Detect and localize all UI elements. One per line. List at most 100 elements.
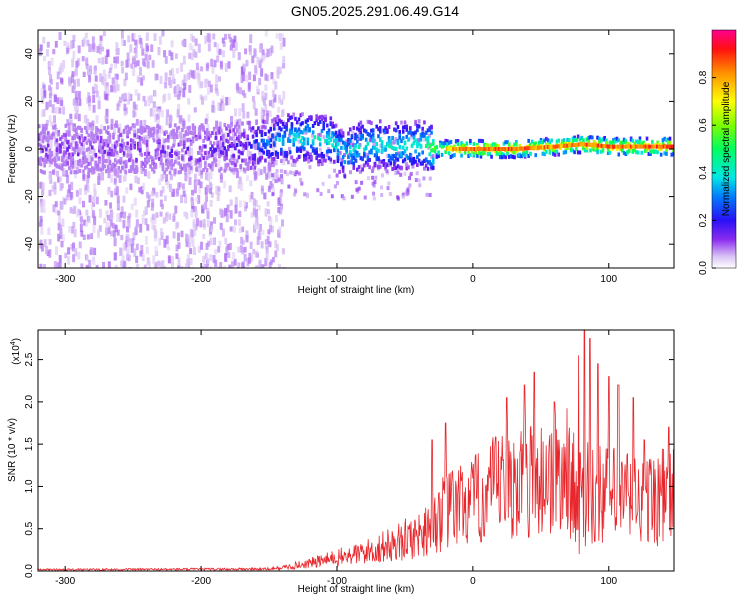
spectrogram-cell: [45, 152, 48, 157]
spectrogram-cell: [136, 135, 140, 140]
spectrogram-noise-cell: [174, 90, 178, 98]
spectrogram-noise-cell: [274, 81, 278, 90]
spectrogram-cell: [396, 164, 400, 169]
spectrogram-cell: [416, 144, 419, 149]
spectrogram-cell: [294, 159, 297, 164]
spectrogram-noise-cell: [166, 245, 170, 251]
spectrogram-noise-cell: [265, 253, 269, 261]
spectrogram-cell: [83, 165, 87, 170]
spectrogram-cell: [582, 146, 585, 151]
spectrogram-noise-cell: [174, 153, 178, 160]
spectrogram-cell: [356, 139, 359, 144]
spectrogram-cell: [43, 163, 46, 168]
spectrogram-noise-cell: [87, 150, 91, 159]
spectrogram-noise-cell: [260, 188, 264, 195]
spectrogram-noise-cell: [187, 242, 191, 248]
spectrogram-noise-cell: [243, 200, 247, 207]
spectrogram-cell: [382, 159, 386, 164]
spectrogram-cell: [188, 157, 191, 162]
spectrogram-noise-cell: [190, 196, 194, 203]
spectrogram-ridge-cell: [612, 144, 615, 149]
spectrogram-cell: [89, 168, 92, 173]
spectrogram-noise-cell: [77, 91, 81, 100]
spectrogram-cell: [75, 127, 78, 132]
spectrogram-cell: [177, 155, 181, 160]
spectrogram-cell: [431, 139, 435, 144]
spectrogram-cell: [617, 152, 621, 157]
spectrogram-cell: [354, 144, 357, 149]
spectrogram-cell: [66, 161, 69, 166]
spectrogram-ridge-cell: [579, 142, 582, 147]
spectrogram-noise-cell: [278, 206, 282, 215]
spectrogram-noise-cell: [241, 90, 245, 96]
spectrogram-noise-cell: [94, 75, 98, 82]
spectrogram-cell: [258, 147, 262, 152]
spectrogram-noise-cell: [355, 187, 359, 192]
spectrogram-noise-cell: [253, 172, 257, 181]
spectrogram-cell: [152, 126, 156, 131]
spectrogram-cell: [481, 139, 485, 144]
spectrogram-cell: [424, 130, 428, 135]
spectrogram-noise-cell: [110, 230, 114, 237]
spectrogram-cell: [246, 134, 250, 139]
spectrogram-cell: [380, 144, 384, 149]
spectrogram-cell: [197, 158, 200, 163]
spectrogram-cell: [262, 142, 265, 147]
spectrogram-noise-cell: [230, 146, 234, 154]
spectrogram-noise-cell: [267, 172, 271, 179]
spectrogram-cell: [414, 121, 417, 126]
spectrogram-noise-cell: [74, 90, 78, 100]
spectrogram-noise-cell: [122, 243, 126, 250]
spectrogram-noise-cell: [65, 194, 69, 201]
spectrogram-noise-cell: [197, 74, 201, 83]
spectrogram-ridge-cell: [592, 143, 595, 148]
spectrogram-noise-cell: [270, 72, 274, 80]
spectrogram-cell: [522, 150, 525, 155]
spectrogram-noise-cell: [132, 123, 136, 129]
spectrogram-cell: [113, 163, 117, 168]
spectrogram-cell: [345, 145, 348, 150]
spectrogram-noise-cell: [42, 264, 46, 268]
spectrogram-noise-cell: [258, 264, 262, 268]
spectrogram-noise-cell: [86, 97, 90, 104]
spectrogram-cell: [359, 130, 363, 135]
spectrogram-cell: [202, 167, 205, 172]
spectrogram-cell: [189, 141, 193, 146]
spectrogram-cell: [163, 170, 167, 175]
spectrogram-cell: [410, 161, 414, 166]
spectrogram-noise-cell: [91, 36, 95, 45]
spectrogram-noise-cell: [106, 136, 110, 145]
spectrogram-noise-cell: [219, 262, 223, 268]
spectrogram-noise-cell: [161, 203, 165, 210]
spectrogram-ridge-cell: [528, 146, 532, 151]
spectrogram-noise-cell: [249, 241, 253, 249]
spectrogram-cell: [265, 139, 269, 144]
spectrogram-noise-cell: [60, 201, 64, 210]
spectrogram-cell: [391, 156, 394, 161]
spectrogram-noise-cell: [92, 104, 96, 113]
spectrogram-cell: [78, 139, 82, 144]
spectrogram-cell: [119, 160, 122, 165]
spectrogram-cell: [424, 157, 428, 162]
spectrogram-ridge-cell: [616, 144, 620, 149]
spectrogram-noise-cell: [123, 261, 127, 268]
spectrogram-cell: [633, 141, 636, 146]
spectrogram-cell: [416, 128, 419, 133]
spectrogram-noise-cell: [232, 252, 236, 260]
spectrogram-cell: [242, 143, 246, 148]
spectrogram-cell: [472, 141, 476, 146]
spectrogram-noise-cell: [271, 186, 275, 195]
spectrogram-noise-cell: [281, 248, 285, 255]
spectrogram-noise-cell: [287, 184, 291, 189]
spectrogram-cell: [643, 148, 647, 153]
spectrogram-cell: [219, 135, 223, 140]
spectrogram-noise-cell: [243, 246, 247, 253]
spectrogram-cell: [181, 128, 184, 133]
spectrogram-cell: [140, 136, 144, 141]
spectrogram-noise-cell: [207, 80, 211, 88]
spectrogram-cell: [191, 138, 195, 143]
spectrogram-noise-cell: [263, 52, 267, 59]
spectrogram-noise-cell: [156, 112, 160, 121]
spectrogram-cell: [156, 123, 159, 128]
spectrogram-cell: [265, 149, 269, 154]
